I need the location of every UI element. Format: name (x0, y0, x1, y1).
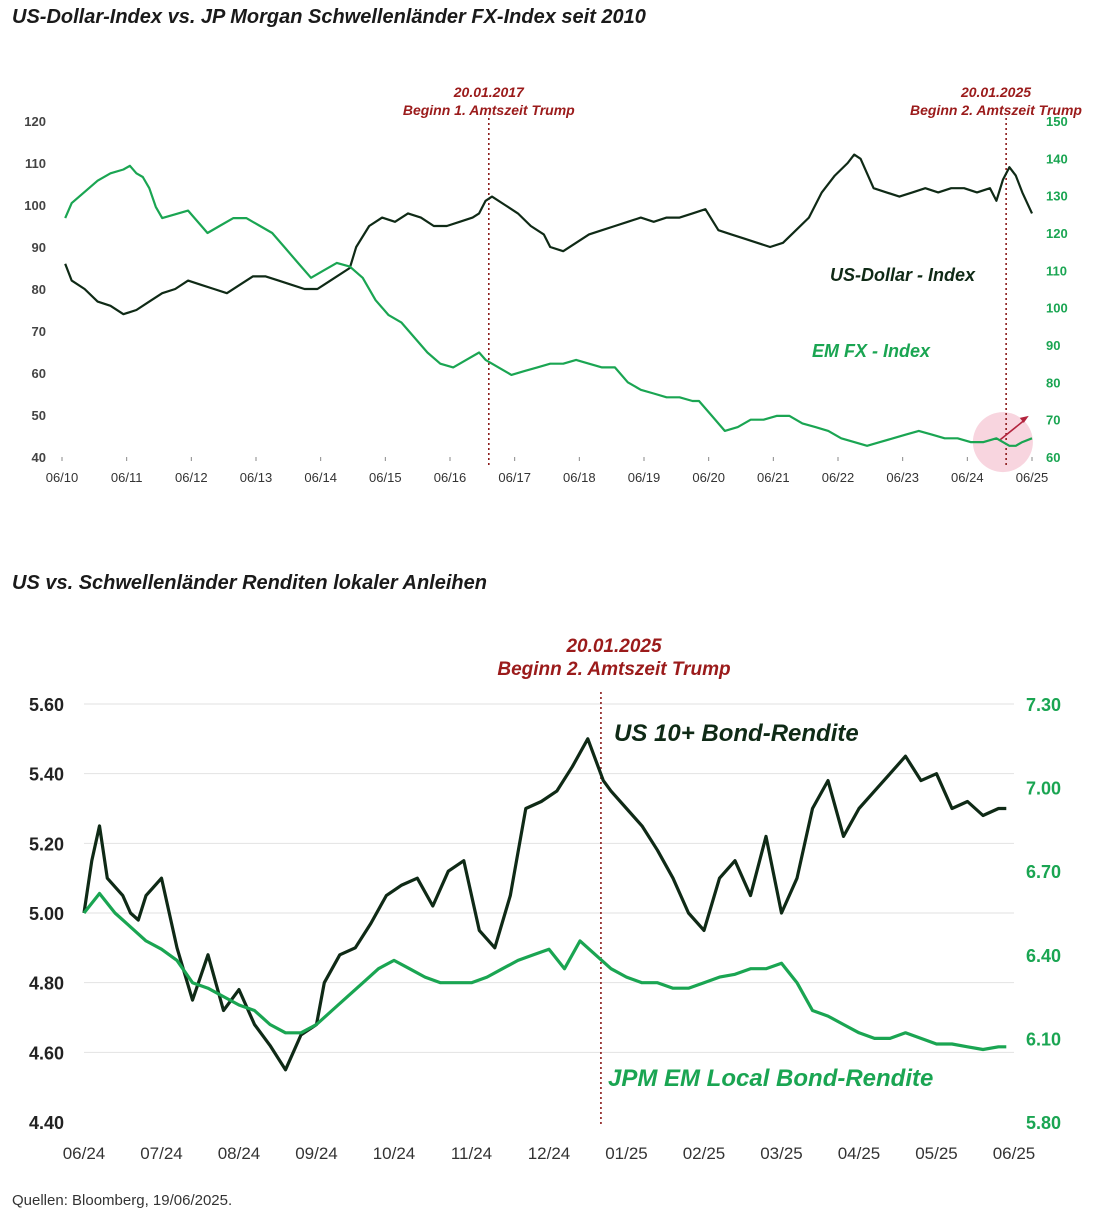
y-right-tick-label: 6.70 (1026, 862, 1061, 882)
y-left-tick-label: 4.40 (29, 1113, 64, 1133)
usd-index-line (64, 153, 1033, 316)
x-tick-label: 05/25 (915, 1144, 958, 1163)
annotation-label: Beginn 2. Amtszeit Trump (497, 659, 730, 680)
x-tick-label: 06/20 (692, 470, 725, 485)
x-tick-label: 06/17 (498, 470, 531, 485)
usd-series-label: US-Dollar - Index (830, 265, 976, 285)
y-right-tick-label: 120 (1046, 226, 1068, 241)
y-right-tick-label: 6.40 (1026, 946, 1061, 966)
x-tick-label: 09/24 (295, 1144, 338, 1163)
y-right-tick-label: 80 (1046, 375, 1060, 390)
us-bond-series-label: US 10+ Bond-Rendite (614, 720, 859, 747)
x-tick-label: 04/25 (838, 1144, 881, 1163)
y-right-tick-label: 140 (1046, 151, 1068, 166)
y-right-tick-label: 110 (1046, 263, 1067, 278)
em-fx-index-line (64, 164, 1033, 447)
y-right-tick-label: 150 (1046, 114, 1068, 129)
x-tick-label: 06/23 (886, 470, 919, 485)
x-tick-label: 06/18 (563, 470, 596, 485)
source-note: Quellen: Bloomberg, 19/06/2025. (12, 1192, 233, 1209)
x-tick-label: 06/15 (369, 470, 402, 485)
x-tick-label: 07/24 (140, 1144, 183, 1163)
y-left-tick-label: 100 (24, 198, 46, 213)
y-right-tick-label: 7.30 (1026, 695, 1061, 715)
x-tick-label: 06/19 (628, 470, 661, 485)
em-bond-yield-line (82, 891, 1007, 1052)
x-tick-label: 06/10 (46, 470, 79, 485)
y-left-tick-label: 5.20 (29, 834, 64, 854)
y-left-tick-label: 80 (32, 282, 46, 297)
x-tick-label: 11/24 (451, 1144, 492, 1163)
y-right-tick-label: 7.00 (1026, 779, 1061, 799)
x-tick-label: 06/14 (304, 470, 337, 485)
chart1-title: US-Dollar-Index vs. JP Morgan Schwellenl… (12, 6, 646, 28)
x-tick-label: 06/11 (111, 470, 143, 485)
y-left-tick-label: 90 (32, 240, 46, 255)
x-tick-label: 06/22 (822, 470, 855, 485)
trend-arrow-head (1019, 415, 1029, 423)
us-bond-yield-line (82, 737, 1007, 1072)
x-tick-label: 03/25 (760, 1144, 803, 1163)
annotation-date: 20.01.2025 (565, 636, 662, 657)
chart2-title: US vs. Schwellenländer Renditen lokaler … (12, 572, 487, 594)
y-right-tick-label: 60 (1046, 450, 1060, 465)
y-right-tick-label: 90 (1046, 338, 1060, 353)
x-tick-label: 06/13 (240, 470, 273, 485)
x-tick-label: 06/24 (951, 470, 984, 485)
y-left-tick-label: 120 (24, 114, 46, 129)
x-tick-label: 12/24 (528, 1144, 571, 1163)
annotation-label: Beginn 2. Amtszeit Trump (910, 102, 1082, 118)
x-tick-label: 06/12 (175, 470, 208, 485)
y-left-tick-label: 70 (32, 324, 46, 339)
x-tick-label: 10/24 (373, 1144, 416, 1163)
y-left-tick-label: 40 (32, 450, 46, 465)
annotation-label: Beginn 1. Amtszeit Trump (403, 102, 575, 118)
em-series-label: EM FX - Index (812, 341, 931, 361)
y-left-tick-label: 110 (25, 156, 46, 171)
chart1-fx-index: 120 110 100 90 80 70 60 50 40 150 140 130 120 110 100 9… (24, 84, 1082, 485)
x-tick-label: 08/24 (218, 1144, 261, 1163)
x-tick-label: 02/25 (683, 1144, 726, 1163)
y-left-tick-label: 4.80 (29, 974, 64, 994)
x-tick-label: 06/25 (1016, 470, 1049, 485)
y-left-tick-label: 5.60 (29, 695, 64, 715)
trend-arrow-line (999, 419, 1026, 441)
x-tick-label: 06/25 (993, 1144, 1036, 1163)
x-tick-label: 06/21 (757, 470, 790, 485)
x-tick-label: 06/24 (63, 1144, 106, 1163)
y-right-tick-label: 100 (1046, 301, 1068, 316)
y-right-tick-label: 130 (1046, 189, 1068, 204)
y-left-tick-label: 5.00 (29, 904, 64, 924)
x-tick-label: 06/16 (434, 470, 467, 485)
annotation-date: 20.01.2017 (453, 84, 525, 100)
y-left-tick-label: 50 (32, 408, 46, 423)
y-right-tick-label: 5.80 (1026, 1113, 1061, 1133)
x-tick-label: 01/25 (605, 1144, 648, 1163)
annotation-date: 20.01.2025 (960, 84, 1031, 100)
y-left-tick-label: 5.40 (29, 765, 64, 785)
y-left-tick-label: 4.60 (29, 1043, 64, 1063)
y-right-tick-label: 70 (1046, 413, 1060, 428)
y-left-tick-label: 60 (32, 366, 46, 381)
em-bond-series-label: JPM EM Local Bond-Rendite (608, 1065, 933, 1092)
y-right-tick-label: 6.10 (1026, 1029, 1061, 1049)
